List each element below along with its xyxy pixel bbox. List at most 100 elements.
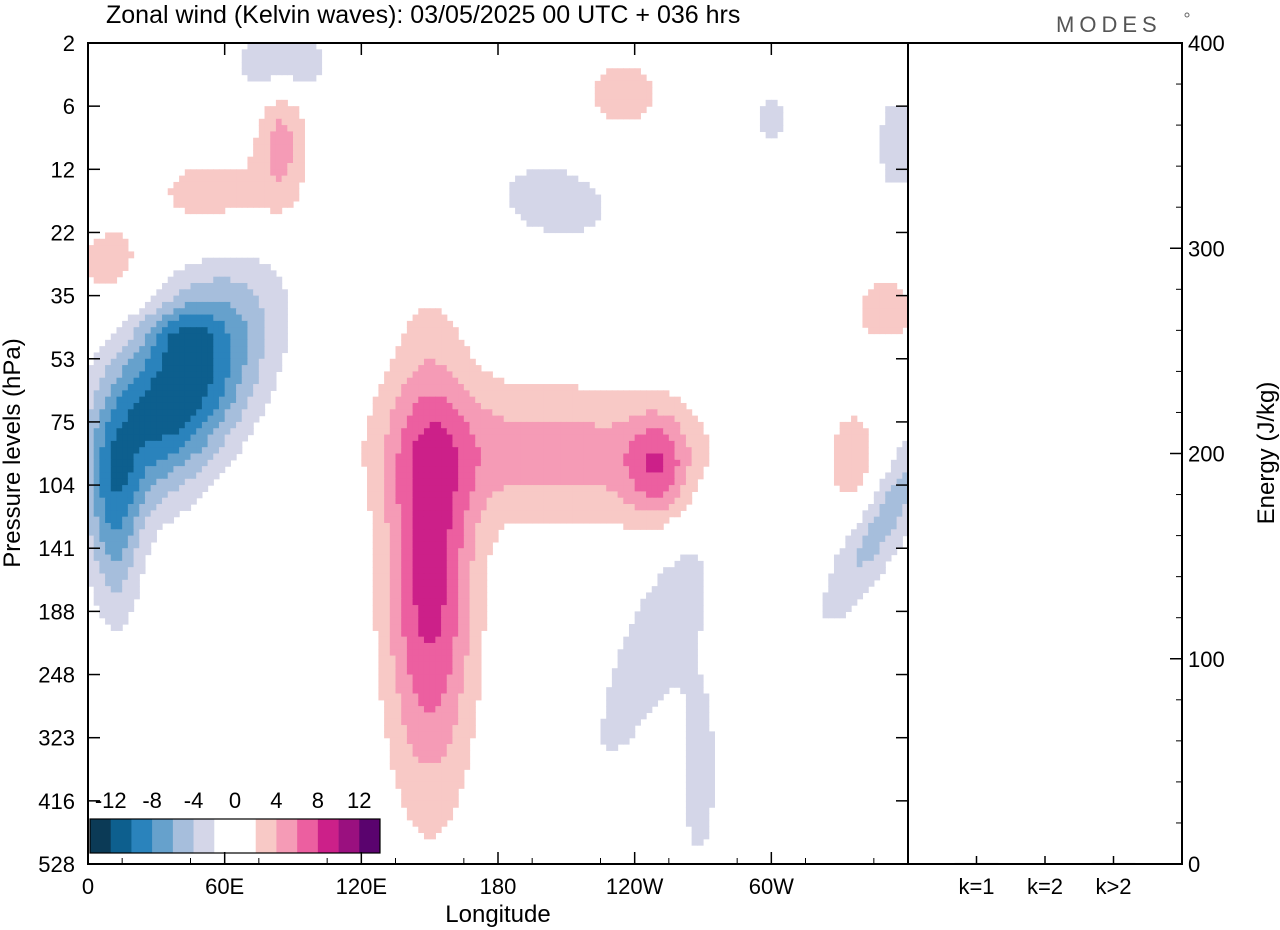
contour-cell xyxy=(241,270,249,278)
contour-cell xyxy=(275,358,283,366)
contour-cell xyxy=(674,497,681,505)
contour-cell xyxy=(441,447,448,455)
contour-cell xyxy=(281,308,288,316)
contour-cell xyxy=(475,396,482,404)
contour-cell xyxy=(372,548,380,556)
contour-cell xyxy=(287,118,294,126)
contour-cell xyxy=(253,327,260,335)
contour-cell xyxy=(247,61,254,69)
contour-cell xyxy=(122,377,129,385)
contour-cell xyxy=(503,510,510,518)
contour-cell xyxy=(429,535,436,543)
contour-cell xyxy=(503,516,510,524)
contour-cell xyxy=(116,611,123,619)
contour-cell xyxy=(617,706,624,714)
contour-cell xyxy=(395,478,402,486)
contour-cell xyxy=(173,510,180,518)
contour-cell xyxy=(144,472,152,480)
contour-cell xyxy=(532,213,539,221)
contour-cell xyxy=(902,131,908,139)
contour-cell xyxy=(247,68,254,76)
contour-cell xyxy=(406,807,414,815)
contour-cell xyxy=(560,434,567,442)
contour-cell xyxy=(441,440,448,448)
contour-cell xyxy=(406,396,414,404)
contour-cell xyxy=(372,415,380,423)
contour-cell xyxy=(463,680,471,688)
contour-cell xyxy=(389,668,397,676)
contour-cell xyxy=(412,800,419,808)
contour-cell xyxy=(839,548,846,556)
contour-cell xyxy=(623,68,630,76)
contour-cell xyxy=(703,706,710,714)
contour-cell xyxy=(486,384,493,391)
contour-cell xyxy=(902,491,908,499)
contour-cell xyxy=(469,624,476,631)
contour-cell xyxy=(99,491,106,499)
contour-cell xyxy=(173,415,180,423)
contour-cell xyxy=(423,554,431,562)
contour-cell xyxy=(298,55,305,63)
contour-cell xyxy=(458,491,465,499)
contour-cell xyxy=(475,661,482,669)
contour-cell xyxy=(873,522,881,530)
contour-cell xyxy=(207,447,214,455)
contour-cell xyxy=(162,453,169,461)
contour-cell xyxy=(657,586,664,594)
contour-cell xyxy=(634,99,641,107)
contour-cell xyxy=(412,472,419,480)
contour-cell xyxy=(412,365,419,372)
contour-cell xyxy=(275,188,283,196)
contour-cell xyxy=(691,554,698,562)
contour-cell xyxy=(258,390,266,398)
contour-cell xyxy=(623,409,630,417)
contour-cell xyxy=(890,282,898,290)
contour-cell xyxy=(156,371,163,379)
contour-cell xyxy=(606,693,613,701)
contour-cell xyxy=(498,472,505,480)
contour-cell xyxy=(822,611,829,619)
contour-cell xyxy=(640,453,647,461)
contour-cell xyxy=(401,712,408,720)
contour-cell xyxy=(862,447,869,455)
contour-cell xyxy=(179,308,186,316)
contour-cell xyxy=(441,320,448,328)
contour-cell xyxy=(697,687,704,695)
contour-cell xyxy=(423,579,431,587)
contour-cell xyxy=(509,434,516,442)
contour-cell xyxy=(446,762,454,770)
contour-cell xyxy=(418,358,425,366)
contour-cell xyxy=(133,440,140,448)
contour-cell xyxy=(879,554,886,562)
contour-cell xyxy=(458,718,465,726)
contour-cell xyxy=(549,472,556,480)
contour-cell xyxy=(594,194,602,202)
contour-cell xyxy=(213,377,220,385)
contour-cell xyxy=(418,384,425,391)
contour-cell xyxy=(868,567,875,575)
contour-cell xyxy=(224,181,231,189)
contour-cell xyxy=(657,434,664,442)
contour-cell xyxy=(634,655,641,663)
contour-cell xyxy=(207,365,214,372)
contour-cell xyxy=(623,74,630,82)
contour-cell xyxy=(572,390,579,398)
contour-cell xyxy=(116,415,123,423)
contour-cell xyxy=(572,428,579,436)
y-tick-label: 188 xyxy=(38,599,75,624)
contour-cell xyxy=(634,87,641,95)
contour-cell xyxy=(583,434,590,442)
contour-cell xyxy=(384,535,391,543)
contour-cell xyxy=(463,371,471,379)
contour-cell xyxy=(406,731,414,739)
contour-cell xyxy=(412,504,419,511)
contour-cell xyxy=(429,485,436,492)
contour-cell xyxy=(93,529,100,537)
contour-cell xyxy=(224,257,231,265)
contour-cell xyxy=(833,554,841,562)
contour-cell xyxy=(213,409,220,417)
contour-cell xyxy=(207,257,214,265)
contour-cell xyxy=(463,630,471,638)
contour-cell xyxy=(173,282,180,290)
contour-cell xyxy=(372,440,380,448)
